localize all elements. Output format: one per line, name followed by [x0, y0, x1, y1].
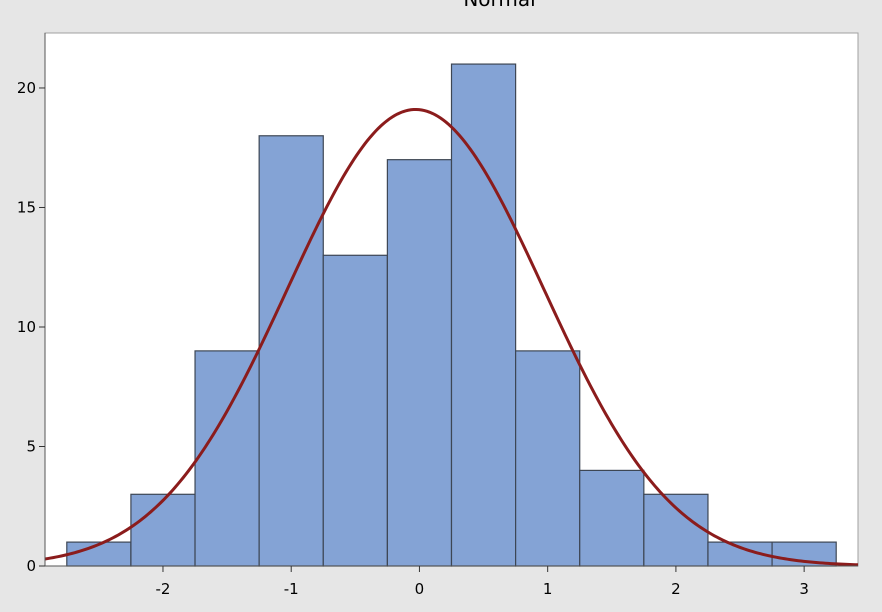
histogram-bar — [643, 493, 709, 567]
x-tick-label: 0 — [415, 580, 425, 598]
histogram-bar — [579, 469, 645, 567]
y-tick-label: 10 — [17, 318, 36, 336]
histogram-bar — [322, 254, 388, 567]
y-tick-label: 0 — [26, 557, 36, 575]
y-tick-label: 15 — [17, 198, 36, 216]
chart-title: Normal — [463, 0, 535, 11]
histogram-bar — [130, 493, 196, 567]
histogram-bar — [194, 350, 260, 567]
x-tick-label: 2 — [671, 580, 681, 598]
histogram-bar — [386, 159, 453, 567]
y-tick-label: 20 — [17, 79, 36, 97]
histogram-bar — [515, 350, 581, 567]
histogram-bar — [450, 63, 517, 567]
x-tick-label: -1 — [284, 580, 299, 598]
histogram-bar — [258, 135, 324, 567]
x-tick-label: -2 — [155, 580, 170, 598]
x-tick-label: 3 — [799, 580, 809, 598]
x-tick-label: 1 — [543, 580, 553, 598]
y-tick-label: 5 — [26, 437, 36, 455]
normal-fit-curve — [44, 107, 859, 567]
axes-group: -2 -1 0 1 2 3 0 5 10 15 20 — [17, 33, 858, 598]
bars-group — [66, 63, 837, 567]
